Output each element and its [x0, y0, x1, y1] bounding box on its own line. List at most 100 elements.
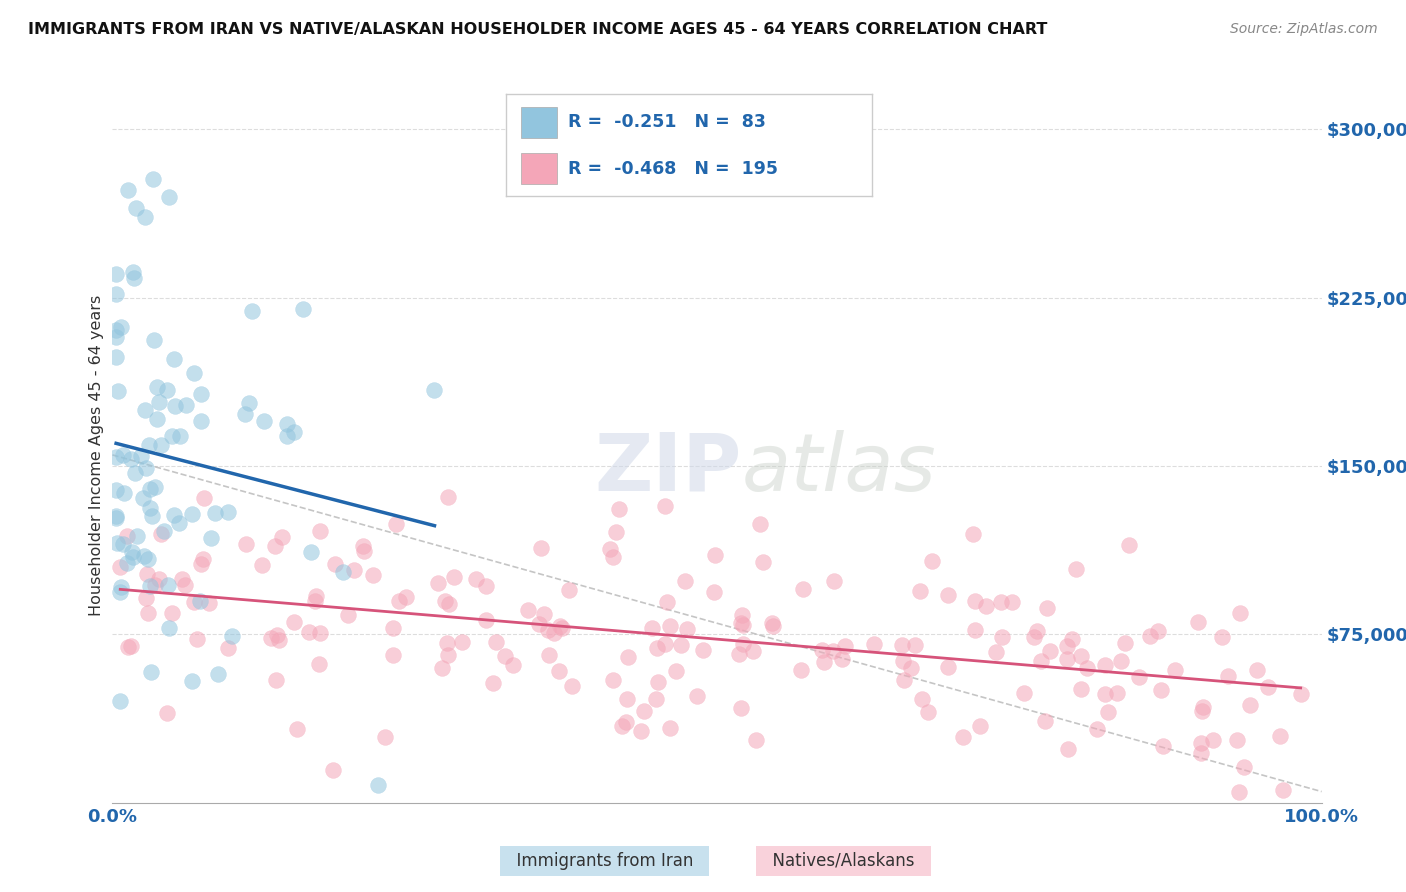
- Point: [1189, 746, 1212, 760]
- Point: [813, 655, 835, 669]
- Point: [645, 640, 668, 655]
- Point: [181, 673, 204, 688]
- Point: [120, 452, 142, 467]
- Point: [1192, 700, 1215, 714]
- Point: [1114, 635, 1136, 649]
- Point: [1031, 654, 1053, 668]
- Point: [112, 448, 135, 462]
- Bar: [520, 107, 557, 137]
- Point: [135, 591, 157, 605]
- Point: [475, 579, 498, 593]
- Y-axis label: Householder Income Ages 45 - 64 years: Householder Income Ages 45 - 64 years: [89, 294, 104, 615]
- Point: [188, 593, 211, 607]
- Point: [299, 544, 322, 558]
- Point: [122, 265, 145, 279]
- Point: [742, 644, 765, 658]
- Point: [174, 398, 197, 412]
- Point: [669, 638, 692, 652]
- Point: [127, 529, 149, 543]
- Point: [124, 467, 146, 481]
- Point: [260, 632, 283, 646]
- Point: [332, 565, 354, 579]
- Point: [143, 480, 166, 494]
- Point: [891, 654, 914, 668]
- Point: [436, 636, 458, 650]
- Point: [105, 508, 128, 523]
- Point: [991, 631, 1014, 645]
- Point: [823, 574, 845, 589]
- Point: [810, 643, 832, 657]
- Point: [437, 490, 460, 504]
- Point: [1060, 632, 1083, 646]
- Point: [1164, 663, 1187, 677]
- Point: [141, 509, 163, 524]
- Point: [644, 692, 666, 706]
- Point: [1097, 705, 1119, 719]
- Point: [361, 568, 384, 582]
- Text: Natives/Alaskans: Natives/Alaskans: [762, 852, 925, 870]
- Point: [136, 566, 159, 581]
- Point: [748, 516, 770, 531]
- Point: [481, 676, 503, 690]
- Point: [630, 724, 652, 739]
- Point: [1139, 629, 1161, 643]
- Point: [430, 661, 453, 675]
- Point: [659, 619, 682, 633]
- Point: [111, 537, 134, 551]
- Point: [105, 350, 128, 364]
- Point: [291, 301, 314, 316]
- Point: [115, 557, 138, 571]
- Point: [150, 438, 173, 452]
- Point: [952, 730, 974, 744]
- Point: [936, 588, 959, 602]
- Text: R =  -0.468   N =  195: R = -0.468 N = 195: [568, 160, 779, 178]
- Point: [475, 613, 498, 627]
- Point: [537, 624, 560, 638]
- Point: [240, 304, 263, 318]
- Text: Source: ZipAtlas.com: Source: ZipAtlas.com: [1230, 22, 1378, 37]
- Point: [962, 527, 984, 541]
- Point: [1056, 742, 1078, 756]
- Point: [831, 652, 853, 666]
- Point: [190, 414, 212, 428]
- Point: [1272, 783, 1295, 797]
- Point: [117, 183, 139, 197]
- Point: [704, 548, 727, 562]
- Point: [105, 267, 128, 281]
- Point: [443, 570, 465, 584]
- Point: [548, 619, 571, 633]
- Point: [911, 692, 934, 706]
- Point: [142, 333, 165, 347]
- Point: [986, 645, 1008, 659]
- Point: [558, 582, 581, 597]
- Point: [374, 730, 396, 744]
- Point: [207, 667, 229, 681]
- Point: [485, 635, 508, 649]
- Point: [936, 660, 959, 674]
- Point: [516, 603, 538, 617]
- Bar: [520, 153, 557, 184]
- Point: [893, 673, 915, 688]
- Point: [160, 429, 183, 443]
- Point: [136, 552, 159, 566]
- Point: [298, 625, 321, 640]
- Point: [309, 626, 332, 640]
- Point: [381, 621, 404, 635]
- Point: [381, 648, 404, 662]
- Point: [602, 673, 624, 688]
- Point: [427, 575, 450, 590]
- Text: Immigrants from Iran: Immigrants from Iran: [506, 852, 703, 870]
- Point: [676, 622, 699, 636]
- Point: [170, 572, 193, 586]
- Point: [120, 639, 142, 653]
- Point: [908, 584, 931, 599]
- Point: [1189, 736, 1212, 750]
- Point: [890, 638, 912, 652]
- Point: [105, 511, 128, 525]
- Point: [156, 383, 179, 397]
- Point: [115, 528, 138, 542]
- Point: [139, 482, 162, 496]
- Point: [730, 616, 752, 631]
- Point: [367, 778, 389, 792]
- Point: [125, 202, 148, 216]
